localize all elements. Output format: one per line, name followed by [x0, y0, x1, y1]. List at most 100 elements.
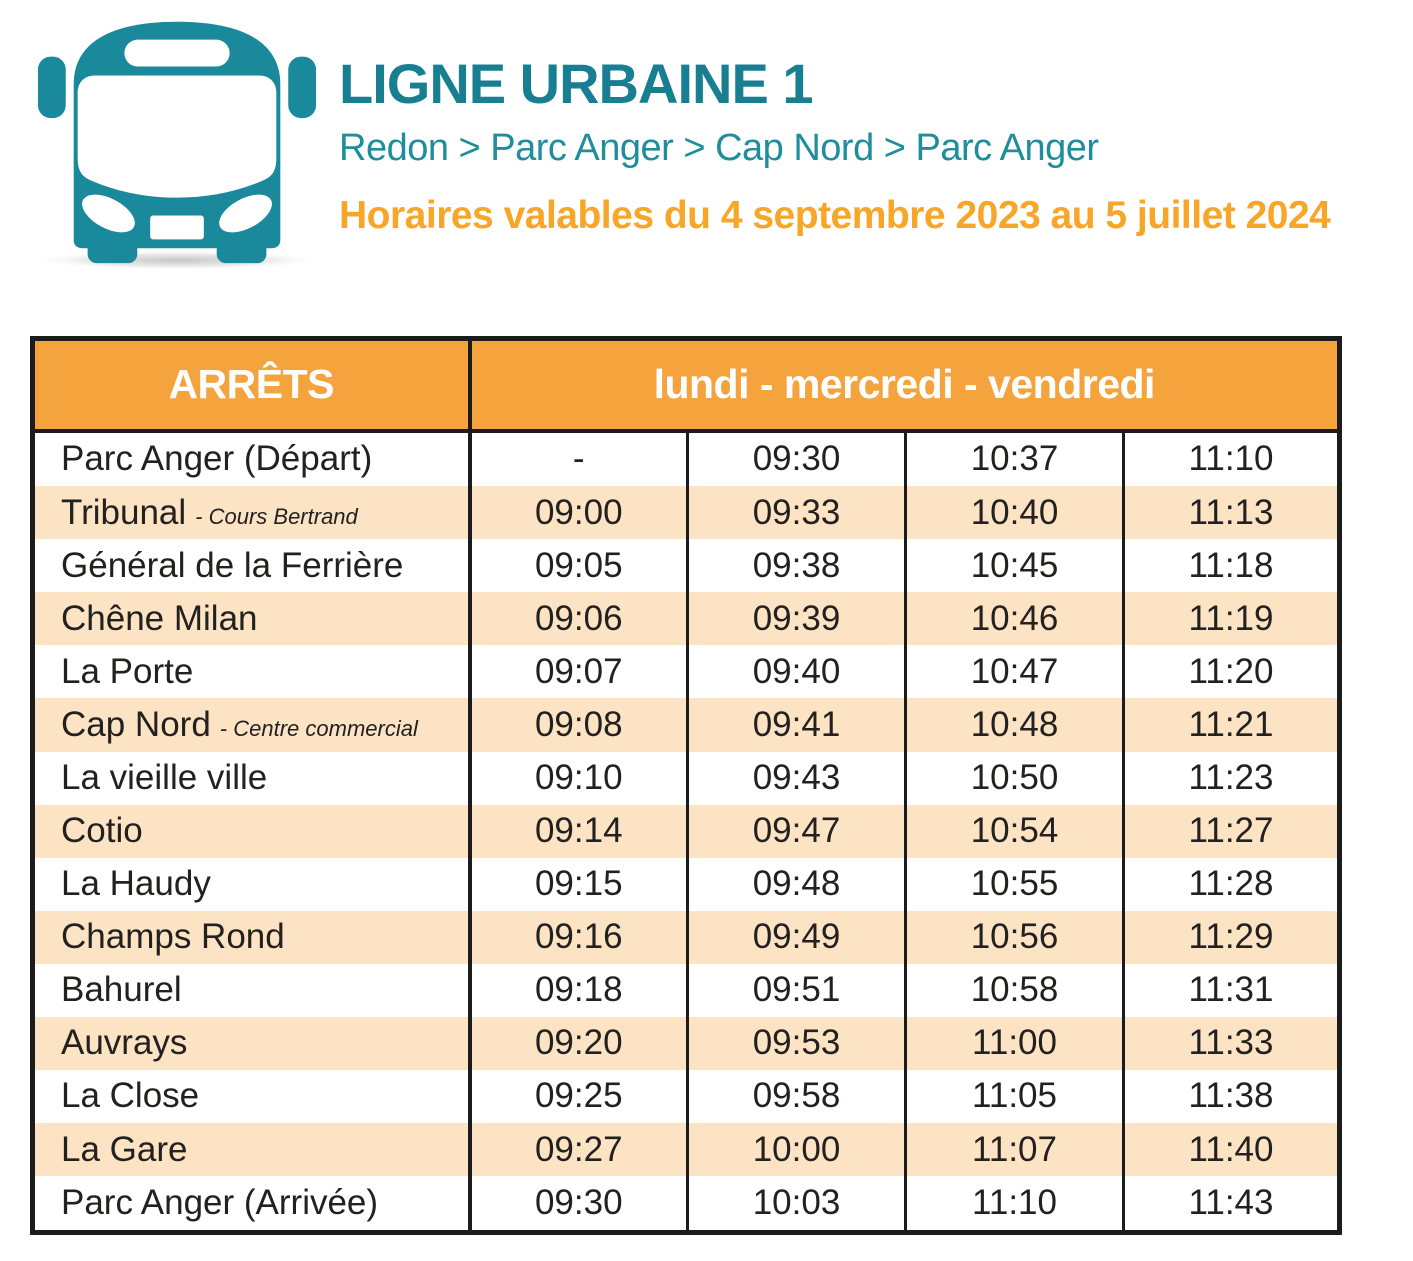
- line-title: LIGNE URBAINE 1: [339, 52, 814, 115]
- time-cell: 09:40: [686, 645, 906, 699]
- days-column-header: lundi - mercredi - vendredi: [469, 338, 1340, 433]
- table-row: Cotio 09:14 09:47 10:54 11:27: [32, 804, 1340, 858]
- table-row: La Close 09:25 09:58 11:05 11:38: [32, 1069, 1340, 1123]
- stop-name: Bahurel: [61, 970, 182, 1010]
- table-row: Général de la Ferrière 09:05 09:38 10:45 11:…: [32, 539, 1340, 593]
- stop-name: Chêne Milan: [61, 598, 258, 638]
- time-cell: 11:10: [904, 1176, 1124, 1233]
- stop-name: Cotio: [61, 811, 143, 851]
- time-cell: 11:21: [1121, 698, 1340, 752]
- time-cell: 10:55: [904, 857, 1124, 911]
- stop-name-cell: La Porte: [32, 645, 472, 699]
- time-cell: 11:40: [1121, 1122, 1340, 1177]
- page-header: LIGNE URBAINE 1 Redon > Parc Anger > Cap…: [339, 52, 1413, 237]
- stop-name: Tribunal: [61, 492, 187, 532]
- bus-icon: [28, 8, 326, 274]
- time-cell: 09:41: [686, 698, 906, 752]
- time-cell: 11:38: [1121, 1069, 1340, 1123]
- time-cell: 09:30: [468, 1176, 688, 1233]
- time-cell: 11:23: [1121, 751, 1340, 805]
- table-header-row: ARRÊTS lundi - mercredi - vendredi: [32, 338, 1340, 433]
- stop-sublabel: - Cours Bertrand: [195, 503, 358, 529]
- time-cell: 10:03: [686, 1176, 906, 1233]
- time-cell: 09:20: [468, 1016, 688, 1070]
- time-cell: 09:48: [686, 857, 906, 911]
- time-cell: 10:37: [904, 430, 1124, 487]
- stops-column-header: ARRÊTS: [32, 338, 472, 433]
- table-row: Parc Anger (Arrivée) 09:30 10:03 11:10 11:43: [32, 1176, 1340, 1233]
- validity-period: Horaires valables du 4 septembre 2023 au…: [339, 194, 1331, 237]
- stop-name-cell: Chêne Milan: [32, 592, 472, 646]
- time-cell: 09:49: [686, 910, 906, 964]
- time-cell: 09:16: [468, 910, 688, 964]
- time-cell: 09:25: [468, 1069, 688, 1123]
- time-cell: 10:46: [904, 592, 1124, 646]
- stop-name: Parc Anger (Départ): [61, 439, 373, 479]
- stop-name-cell: Cotio: [32, 804, 472, 858]
- time-cell: 09:07: [468, 645, 688, 699]
- timetable-body: Parc Anger (Départ) -09:30 10:37 11:10 Tribu…: [32, 430, 1340, 1233]
- time-cell: 10:48: [904, 698, 1124, 752]
- time-cell: 10:45: [904, 539, 1124, 593]
- table-row: Parc Anger (Départ) -09:30 10:37 11:10: [32, 430, 1340, 487]
- time-cell: 09:08: [468, 698, 688, 752]
- time-cell: 10:47: [904, 645, 1124, 699]
- time-cell: 11:05: [904, 1069, 1124, 1123]
- time-cell: 09:51: [686, 963, 906, 1017]
- time-cell: 09:39: [686, 592, 906, 646]
- stop-name: Auvrays: [61, 1023, 188, 1063]
- time-cell: 09:47: [686, 804, 906, 858]
- table-row: Champs Rond 09:16 09:49 10:56 11:29: [32, 910, 1340, 964]
- time-cell: 11:27: [1121, 804, 1340, 858]
- time-cell: 09:06: [468, 592, 688, 646]
- stop-name-cell: Auvrays: [32, 1016, 472, 1070]
- time-cell: 10:40: [904, 486, 1124, 540]
- time-cell: 11:31: [1121, 963, 1340, 1017]
- stop-name-cell: Champs Rond: [32, 910, 472, 964]
- table-row: La vieille ville 09:10 09:43 10:50 11:23: [32, 751, 1340, 805]
- table-row: Bahurel 09:18 09:51 10:58 11:31: [32, 963, 1340, 1017]
- table-row: Chêne Milan 09:06 09:39 10:46 11:19: [32, 592, 1340, 646]
- stop-name: Général de la Ferrière: [61, 545, 404, 585]
- stop-name: La Gare: [61, 1129, 188, 1169]
- time-cell: 11:28: [1121, 857, 1340, 911]
- time-cell: 11:43: [1121, 1176, 1340, 1233]
- timetable: ARRÊTS lundi - mercredi - vendredi Parc …: [30, 336, 1343, 1235]
- stop-name-cell: La Gare: [32, 1122, 472, 1177]
- stop-name-cell: La Haudy: [32, 857, 472, 911]
- stop-name-cell: Général de la Ferrière: [32, 539, 472, 593]
- time-cell: 09:00: [468, 486, 688, 540]
- stop-name-cell: Parc Anger (Arrivée): [32, 1176, 472, 1233]
- time-cell: 11:29: [1121, 910, 1340, 964]
- stop-name: Parc Anger (Arrivée): [61, 1183, 379, 1223]
- stop-name: La Close: [61, 1076, 200, 1116]
- time-cell: 09:58: [686, 1069, 906, 1123]
- time-cell: 10:54: [904, 804, 1124, 858]
- time-cell: 09:14: [468, 804, 688, 858]
- table-row: La Haudy 09:15 09:48 10:55 11:28: [32, 857, 1340, 911]
- time-cell: 11:33: [1121, 1016, 1340, 1070]
- stop-name-cell: Parc Anger (Départ): [32, 430, 472, 487]
- time-cell: -: [468, 430, 688, 487]
- table-row: Tribunal - Cours Bertrand 09:00 09:33 10:40 1…: [32, 486, 1340, 540]
- time-cell: 11:18: [1121, 539, 1340, 593]
- time-cell: 09:15: [468, 857, 688, 911]
- time-cell: 09:33: [686, 486, 906, 540]
- stop-sublabel: - Centre commercial: [219, 716, 418, 741]
- table-row: Auvrays 09:20 09:53 11:00 11:33: [32, 1016, 1340, 1070]
- time-cell: 11:10: [1121, 430, 1340, 487]
- stop-name-cell: Cap Nord - Centre commercial: [32, 698, 472, 752]
- time-cell: 09:38: [686, 539, 906, 593]
- table-row: Cap Nord - Centre commercial 09:08 09:41 10:…: [32, 698, 1340, 752]
- time-cell: 09:05: [468, 539, 688, 593]
- stop-name: La Porte: [61, 651, 194, 691]
- time-cell: 09:30: [686, 430, 906, 487]
- stop-name-cell: La Close: [32, 1069, 472, 1123]
- time-cell: 09:43: [686, 751, 906, 805]
- stop-name: Champs Rond: [61, 917, 285, 957]
- time-cell: 10:58: [904, 963, 1124, 1017]
- stop-name-cell: Bahurel: [32, 963, 472, 1017]
- time-cell: 10:50: [904, 751, 1124, 805]
- time-cell: 09:18: [468, 963, 688, 1017]
- time-cell: 11:20: [1121, 645, 1340, 699]
